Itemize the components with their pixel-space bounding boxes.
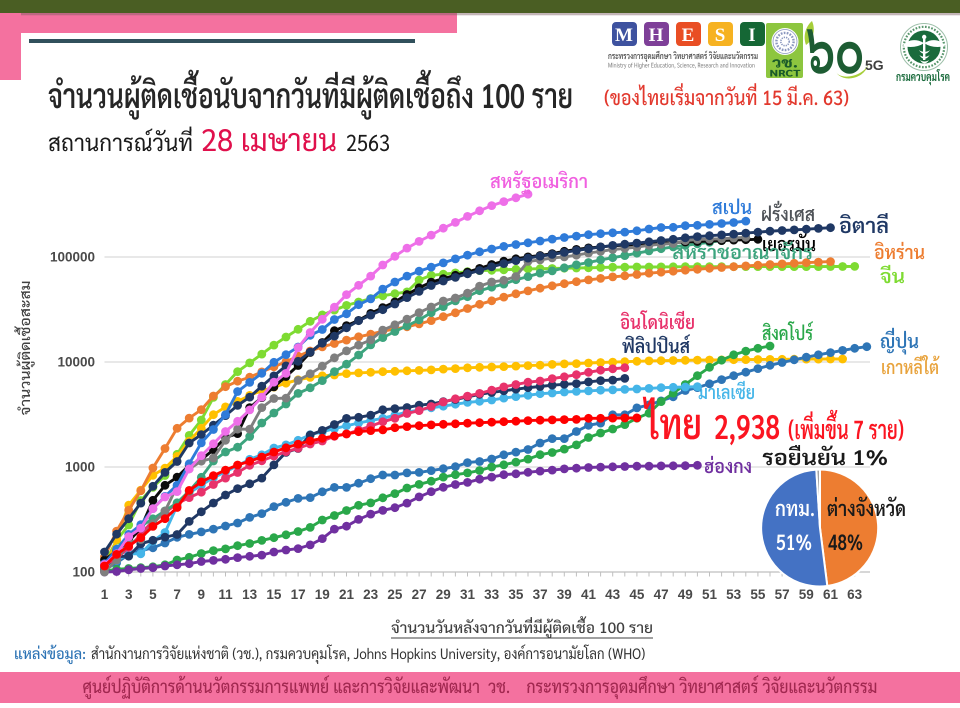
svg-text:47: 47 bbox=[654, 587, 669, 602]
svg-text:39: 39 bbox=[557, 587, 572, 602]
svg-text:7: 7 bbox=[173, 587, 181, 602]
svg-text:E: E bbox=[682, 25, 695, 46]
svg-text:31: 31 bbox=[460, 587, 476, 602]
svg-text:45: 45 bbox=[629, 587, 645, 602]
svg-text:29: 29 bbox=[436, 587, 451, 602]
svg-text:27: 27 bbox=[412, 587, 427, 602]
svg-text:15: 15 bbox=[266, 587, 282, 602]
svg-text:I: I bbox=[748, 25, 755, 46]
svg-text:5: 5 bbox=[149, 587, 157, 602]
svg-text:1000: 1000 bbox=[65, 460, 95, 475]
svg-text:55: 55 bbox=[750, 587, 766, 602]
svg-text:59: 59 bbox=[799, 587, 814, 602]
svg-text:37: 37 bbox=[533, 587, 548, 602]
svg-text:100: 100 bbox=[72, 565, 95, 580]
svg-text:61: 61 bbox=[823, 587, 839, 602]
svg-text:35: 35 bbox=[508, 587, 524, 602]
svg-text:33: 33 bbox=[484, 587, 500, 602]
svg-text:25: 25 bbox=[387, 587, 403, 602]
svg-text:51: 51 bbox=[702, 587, 718, 602]
svg-text:10000: 10000 bbox=[57, 355, 95, 370]
svg-text:5G: 5G bbox=[865, 57, 884, 73]
svg-text:13: 13 bbox=[242, 587, 258, 602]
svg-text:41: 41 bbox=[581, 587, 597, 602]
svg-text:9: 9 bbox=[198, 587, 206, 602]
svg-text:43: 43 bbox=[605, 587, 621, 602]
svg-text:57: 57 bbox=[775, 587, 790, 602]
svg-text:M: M bbox=[615, 25, 633, 46]
svg-text:11: 11 bbox=[218, 587, 233, 602]
svg-text:100000: 100000 bbox=[50, 250, 95, 265]
svg-text:23: 23 bbox=[363, 587, 379, 602]
svg-text:21: 21 bbox=[339, 587, 355, 602]
svg-text:1: 1 bbox=[101, 587, 109, 602]
svg-text:S: S bbox=[715, 25, 726, 46]
svg-text:17: 17 bbox=[291, 587, 306, 602]
svg-text:3: 3 bbox=[125, 587, 133, 602]
svg-text:19: 19 bbox=[315, 587, 330, 602]
svg-text:49: 49 bbox=[678, 587, 693, 602]
svg-text:63: 63 bbox=[847, 587, 863, 602]
svg-text:53: 53 bbox=[726, 587, 742, 602]
svg-text:H: H bbox=[649, 25, 664, 46]
